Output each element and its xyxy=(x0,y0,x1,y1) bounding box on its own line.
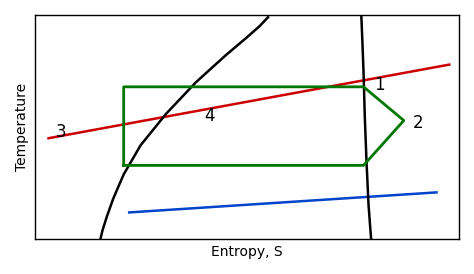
Text: 4: 4 xyxy=(204,107,215,125)
Y-axis label: Temperature: Temperature xyxy=(15,83,29,171)
Text: 2: 2 xyxy=(412,114,423,132)
X-axis label: Entropy, S: Entropy, S xyxy=(211,245,283,259)
Text: 1: 1 xyxy=(374,76,385,94)
Text: 3: 3 xyxy=(56,123,66,141)
